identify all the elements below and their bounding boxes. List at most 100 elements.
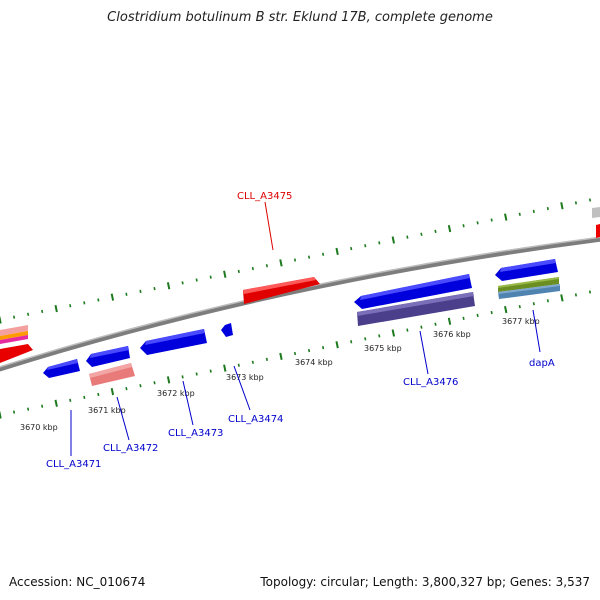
reverse-tick — [322, 346, 325, 350]
reverse-tick — [41, 404, 44, 408]
reverse-tick — [420, 325, 423, 329]
reverse-tick — [391, 329, 396, 337]
gene-arrow-CLL_A3474[interactable] — [221, 323, 233, 337]
forward-tick — [110, 293, 115, 301]
feature-dapA-steelblue[interactable] — [498, 284, 560, 299]
forward-tick — [251, 266, 254, 271]
gene-arrow-CLL_A3476[interactable] — [354, 274, 472, 309]
scale-labels: 3670 kbp 3671 kbp 3672 kbp 3673 kbp 3674… — [20, 317, 540, 432]
genome-summary-text: Topology: circular; Length: 3,800,327 bp… — [260, 575, 590, 589]
reverse-tick — [195, 372, 198, 376]
gene-label-CLL_A3474[interactable]: CLL_A3474 — [228, 414, 283, 425]
genome-backbone-highlight — [0, 236, 600, 368]
reverse-tick — [251, 360, 254, 364]
gene-arrow-dapA[interactable] — [495, 259, 558, 281]
forward-tick — [560, 202, 564, 210]
reverse-tick — [153, 381, 156, 385]
forward-tick — [209, 275, 212, 279]
reverse-tick — [166, 376, 171, 384]
leader-line — [233, 365, 251, 411]
reverse-tick — [532, 302, 535, 306]
forward-tick — [83, 301, 86, 305]
forward-tick — [434, 229, 437, 234]
reverse-tick — [434, 322, 437, 326]
forward-tick — [223, 270, 227, 278]
feature-CLL_A3472-pink[interactable] — [89, 363, 135, 386]
reverse-tick — [0, 411, 2, 419]
gene-label-CLL_A3476[interactable]: CLL_A3476 — [403, 377, 458, 388]
gene-label-CLL_A3475[interactable]: CLL_A3475 — [237, 191, 292, 202]
reverse-tick — [265, 357, 268, 361]
scale-label: 3674 kbp — [295, 358, 333, 367]
scale-label: 3677 kbp — [502, 317, 540, 326]
leader-line — [182, 380, 194, 426]
gene-arrow-CLL_A3475[interactable] — [243, 277, 320, 304]
forward-tick — [504, 213, 508, 221]
reverse-tick — [83, 395, 86, 400]
forward-tick — [322, 252, 325, 256]
gene-arrow-CLL_A3473[interactable] — [140, 329, 207, 355]
feature-right-edge-stack[interactable] — [592, 207, 600, 238]
forward-tick — [265, 264, 268, 268]
gene-label-dapA[interactable]: dapA — [529, 358, 555, 369]
forward-tick — [490, 218, 493, 222]
reverse-tick — [490, 310, 493, 315]
scale-label: 3670 kbp — [20, 423, 58, 432]
reverse-tick — [139, 384, 142, 388]
reverse-tick — [350, 340, 353, 344]
forward-tick — [364, 244, 367, 248]
feature-dapA-olive[interactable] — [498, 277, 559, 292]
gene-label-CLL_A3473[interactable]: CLL_A3473 — [168, 428, 223, 439]
forward-tick — [420, 232, 423, 236]
reverse-tick — [97, 392, 100, 397]
feature-CLL_A3476-purple[interactable] — [357, 292, 475, 326]
forward-tick — [532, 209, 535, 214]
forward-tick — [139, 289, 142, 294]
gene-arrow-CLL_A3472[interactable] — [86, 346, 130, 367]
feature-left-edge-stack[interactable] — [0, 325, 33, 363]
leader-line — [116, 396, 130, 441]
forward-tick — [350, 246, 353, 251]
scale-label: 3676 kbp — [433, 330, 471, 339]
reverse-tick — [588, 290, 592, 294]
reverse-tick — [364, 337, 367, 341]
reverse-tick — [335, 341, 339, 349]
forward-tick — [41, 309, 44, 314]
reverse-tick — [476, 313, 479, 318]
map-title: Clostridium botulinum B str. Eklund 17B,… — [107, 10, 493, 25]
gene-arrow-CLL_A3471[interactable] — [43, 359, 80, 378]
accession-text: Accession: NC_010674 — [9, 575, 146, 589]
reverse-tick — [574, 293, 578, 297]
forward-tick — [54, 304, 58, 313]
reverse-tick — [279, 352, 283, 361]
forward-tick — [378, 241, 381, 245]
reverse-tick — [406, 328, 409, 332]
reverse-tick — [447, 317, 452, 325]
forward-tick — [237, 269, 240, 274]
gene-label-CLL_A3472[interactable]: CLL_A3472 — [103, 443, 158, 454]
forward-tick — [181, 281, 184, 285]
reverse-features — [43, 259, 560, 386]
reverse-tick — [462, 316, 465, 320]
forward-tick — [153, 286, 156, 291]
forward-tick — [307, 255, 311, 259]
reverse-tick — [181, 375, 184, 379]
forward-tick — [69, 304, 72, 308]
reverse-tick — [307, 348, 311, 353]
gene-label-CLL_A3471[interactable]: CLL_A3471 — [46, 459, 101, 470]
forward-tick — [335, 247, 339, 256]
forward-tick — [12, 315, 16, 319]
scale-label: 3671 kbp — [88, 406, 126, 415]
forward-tick — [293, 258, 297, 262]
scale-label: 3673 kbp — [226, 373, 264, 382]
forward-tick — [447, 224, 452, 233]
forward-tick — [125, 292, 128, 296]
forward-tick — [195, 278, 198, 282]
genome-backbone — [0, 236, 600, 372]
leader-line — [419, 330, 429, 375]
forward-tick — [546, 206, 549, 211]
reverse-tick — [54, 399, 58, 407]
reverse-tick — [12, 410, 16, 414]
reverse-tick — [223, 364, 227, 372]
forward-tick — [588, 198, 592, 202]
